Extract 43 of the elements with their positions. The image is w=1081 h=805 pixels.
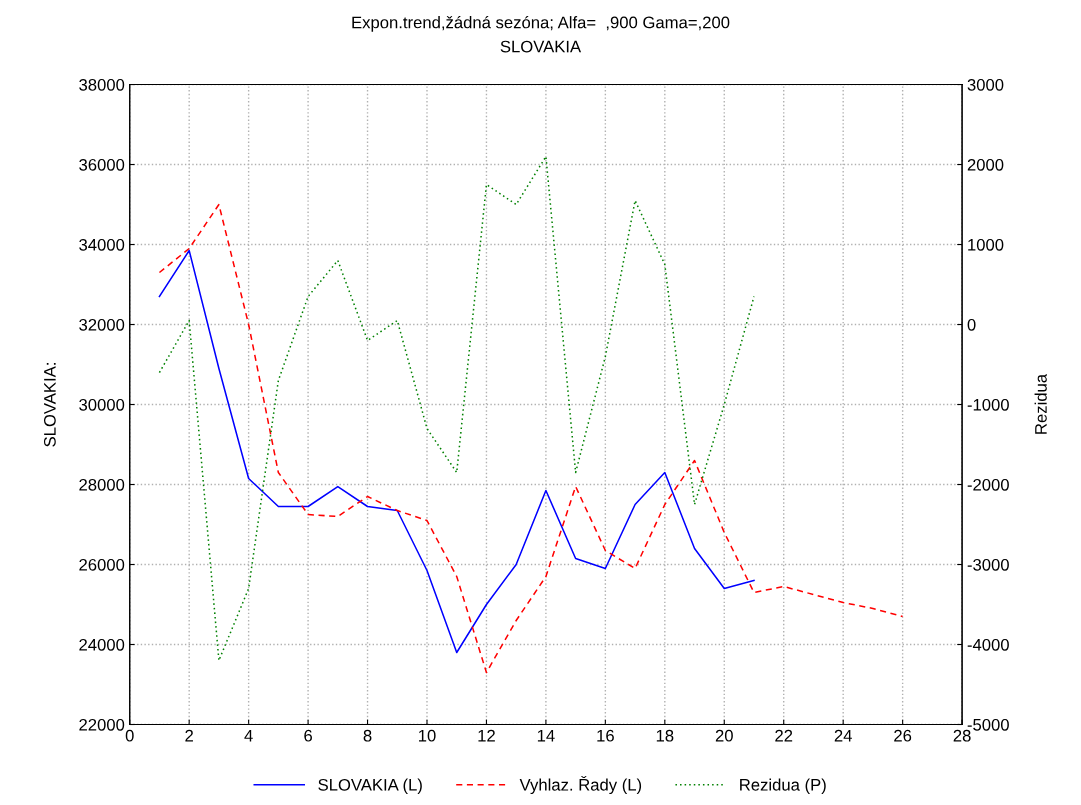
line-series: [158, 203, 904, 674]
y2-tick-label: -5000: [967, 718, 1009, 731]
x-tick-label: 6: [304, 729, 312, 742]
y2-tick-label: -2000: [967, 478, 1009, 491]
x-tick-label: 12: [478, 729, 495, 742]
y2-tick-label: 3000: [967, 78, 1004, 91]
x-tick-label: 2: [185, 729, 193, 742]
line-series: [158, 155, 755, 662]
y2-tick-label: 2000: [967, 158, 1004, 171]
y-tick-label: 26000: [79, 558, 125, 571]
y-tick-label: 30000: [79, 398, 125, 411]
y2-tick-label: 0: [967, 318, 976, 331]
y-tick-label: 22000: [79, 718, 125, 731]
y-tick-label: 36000: [79, 158, 125, 171]
x-tick-label: 26: [894, 729, 912, 742]
chart-title: Expon.trend,žádná sezóna; Alfa= ,900 Gama=,200: [352, 15, 730, 32]
y2-tick-label: -4000: [967, 638, 1009, 651]
x-tick-label: 18: [656, 729, 674, 742]
x-tick-label: 8: [363, 729, 372, 742]
legend-label: Vyhlaz. Řady (L): [519, 776, 642, 795]
x-tick-label: 14: [537, 729, 555, 742]
y2-axis-title: Rezidua: [1034, 373, 1047, 434]
x-tick-label: 22: [775, 729, 793, 742]
y-tick-label: 28000: [79, 478, 125, 491]
chart-subtitle: SLOVAKIA: [500, 40, 582, 53]
x-tick-label: 0: [125, 729, 134, 742]
x-tick-label: 16: [597, 729, 614, 742]
x-tick-label: 20: [715, 729, 733, 742]
x-tick-label: 10: [419, 729, 436, 742]
legend-label: SLOVAKIA (L): [318, 778, 422, 795]
x-tick-label: 28: [953, 729, 971, 742]
y-axis-title: SLOVAKIA:: [43, 363, 56, 447]
y2-tick-label: -1000: [967, 398, 1009, 411]
x-tick-label: 4: [244, 729, 253, 742]
legend-label: Rezidua (P): [740, 778, 826, 795]
line-series: [158, 249, 755, 654]
x-tick-label: 24: [834, 729, 852, 742]
y-tick-label: 34000: [79, 238, 125, 251]
y-tick-label: 32000: [79, 318, 125, 331]
y2-tick-label: -3000: [967, 558, 1009, 571]
y-tick-label: 38000: [79, 78, 125, 91]
y2-tick-label: 1000: [968, 238, 1004, 251]
y-tick-label: 24000: [79, 638, 125, 651]
